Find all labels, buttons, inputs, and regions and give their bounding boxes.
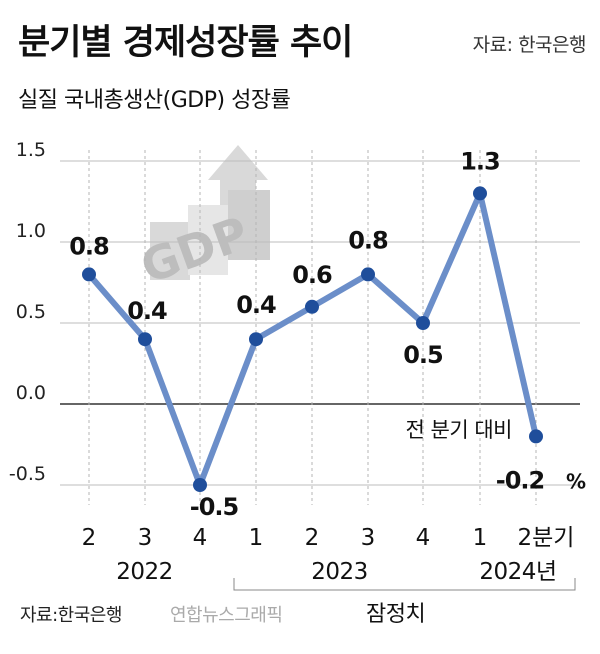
x-tick-label: 2분기 <box>518 525 575 551</box>
data-label: 0.8 <box>348 226 388 254</box>
deco-bar <box>150 222 190 280</box>
y-axis-labels: 1.5 1.0 0.5 0.0 -0.5 <box>9 139 46 485</box>
data-point <box>138 332 152 347</box>
footer-credit: 연합뉴스그래픽 <box>170 605 283 626</box>
data-label: 0.5 <box>403 341 443 369</box>
y-tick-label: 1.5 <box>16 139 46 161</box>
data-label: -0.2 <box>496 466 544 494</box>
gdp-bar-arrow-icon: GDP <box>134 145 270 294</box>
x-tick-label: 3 <box>138 525 153 551</box>
year-label: 2024년 <box>479 559 556 585</box>
year-label: 2022 <box>116 559 173 585</box>
data-point <box>305 299 319 314</box>
data-label: -0.5 <box>190 493 239 521</box>
data-label: 0.4 <box>236 291 276 319</box>
data-point <box>82 267 96 282</box>
year-label: 2023 <box>311 559 368 585</box>
data-point <box>193 478 207 492</box>
data-points <box>82 186 543 492</box>
data-label: 0.4 <box>127 297 167 325</box>
x-tick-label: 2 <box>82 525 97 551</box>
data-label: 0.8 <box>69 232 109 260</box>
annotation-label: 전 분기 대비 <box>406 418 512 442</box>
deco-bar <box>188 205 228 275</box>
data-point <box>529 429 543 444</box>
source-label: 자료: 한국은행 <box>472 34 587 56</box>
footer-source: 자료:한국은행 <box>20 605 122 626</box>
y-tick-label: 1.0 <box>16 220 46 242</box>
y-tick-label: 0.5 <box>16 301 46 323</box>
x-tick-label: 1 <box>249 525 264 551</box>
data-point <box>361 267 375 282</box>
year-groups: 2022 2023 2024년 <box>116 559 576 591</box>
x-axis-labels: 2 3 4 1 2 3 4 1 2분기 <box>82 525 575 551</box>
chart-subtitle: 실질 국내총생산(GDP) 성장률 <box>18 88 291 113</box>
provisional-bracket <box>233 578 576 591</box>
y-tick-label: -0.5 <box>9 463 46 485</box>
data-labels: 0.8 0.4 -0.5 0.4 0.6 0.8 0.5 1.3 -0.2 % 전 분기 대비 <box>69 147 586 521</box>
y-tick-label: 0.0 <box>16 382 46 404</box>
data-point <box>416 316 430 330</box>
data-label: 1.3 <box>460 147 500 175</box>
chart-title: 분기별 경제성장률 추이 <box>18 23 353 63</box>
x-tick-label: 4 <box>416 525 431 551</box>
x-tick-label: 2 <box>305 525 320 551</box>
data-point <box>249 332 263 347</box>
footer-note: 잠정치 <box>366 602 426 627</box>
x-tick-label: 4 <box>193 525 208 551</box>
unit-label: % <box>566 469 586 493</box>
data-point <box>473 186 487 201</box>
deco-bar <box>228 190 270 260</box>
x-tick-label: 3 <box>361 525 376 551</box>
data-label: 0.6 <box>292 261 332 289</box>
x-tick-label: 1 <box>473 525 488 551</box>
